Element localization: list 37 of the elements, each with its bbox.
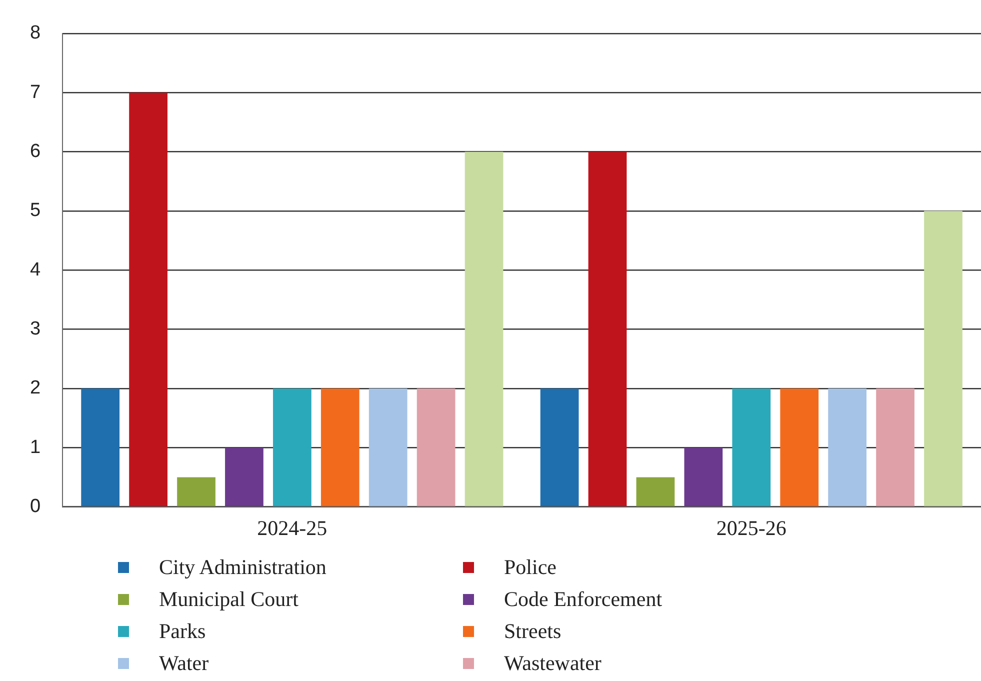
legend-label: Wastewater xyxy=(504,650,602,676)
bar xyxy=(924,210,962,506)
bar xyxy=(368,388,408,506)
bar xyxy=(464,152,504,506)
bar xyxy=(129,92,168,506)
bar xyxy=(416,388,456,506)
legend-label: Parks xyxy=(159,618,206,644)
y-tick-label: 2 xyxy=(30,378,41,399)
y-tick-label: 8 xyxy=(30,22,41,44)
y-tick-label: 5 xyxy=(30,200,41,222)
bar xyxy=(272,388,312,506)
bar xyxy=(320,388,360,506)
y-tick-label: 0 xyxy=(30,496,41,518)
y-tick-label: 4 xyxy=(30,259,41,280)
y-tick-label: 3 xyxy=(30,318,41,340)
bar xyxy=(732,388,771,506)
bar xyxy=(684,448,723,506)
bar xyxy=(177,477,216,506)
bar xyxy=(636,477,675,506)
bar xyxy=(828,388,866,506)
bar xyxy=(876,388,914,506)
bar xyxy=(540,388,579,506)
legend-label: Municipal Court xyxy=(159,586,298,612)
legend-label: Water xyxy=(159,650,209,676)
legend-label: Streets xyxy=(504,618,562,644)
legend-label: Code Enforcement xyxy=(504,586,662,612)
bar xyxy=(588,152,627,506)
y-tick-label: 6 xyxy=(30,140,41,162)
legend-label: City Administration xyxy=(159,554,326,580)
y-tick-label: 1 xyxy=(30,436,41,458)
y-tick-label: 7 xyxy=(30,82,41,103)
legend-label: Police xyxy=(504,554,556,580)
x-tick-label: 2024-25 xyxy=(257,516,328,540)
x-tick-label: 2025-26 xyxy=(716,516,786,540)
bar xyxy=(780,388,819,506)
bar xyxy=(81,388,120,506)
bar xyxy=(225,448,264,506)
